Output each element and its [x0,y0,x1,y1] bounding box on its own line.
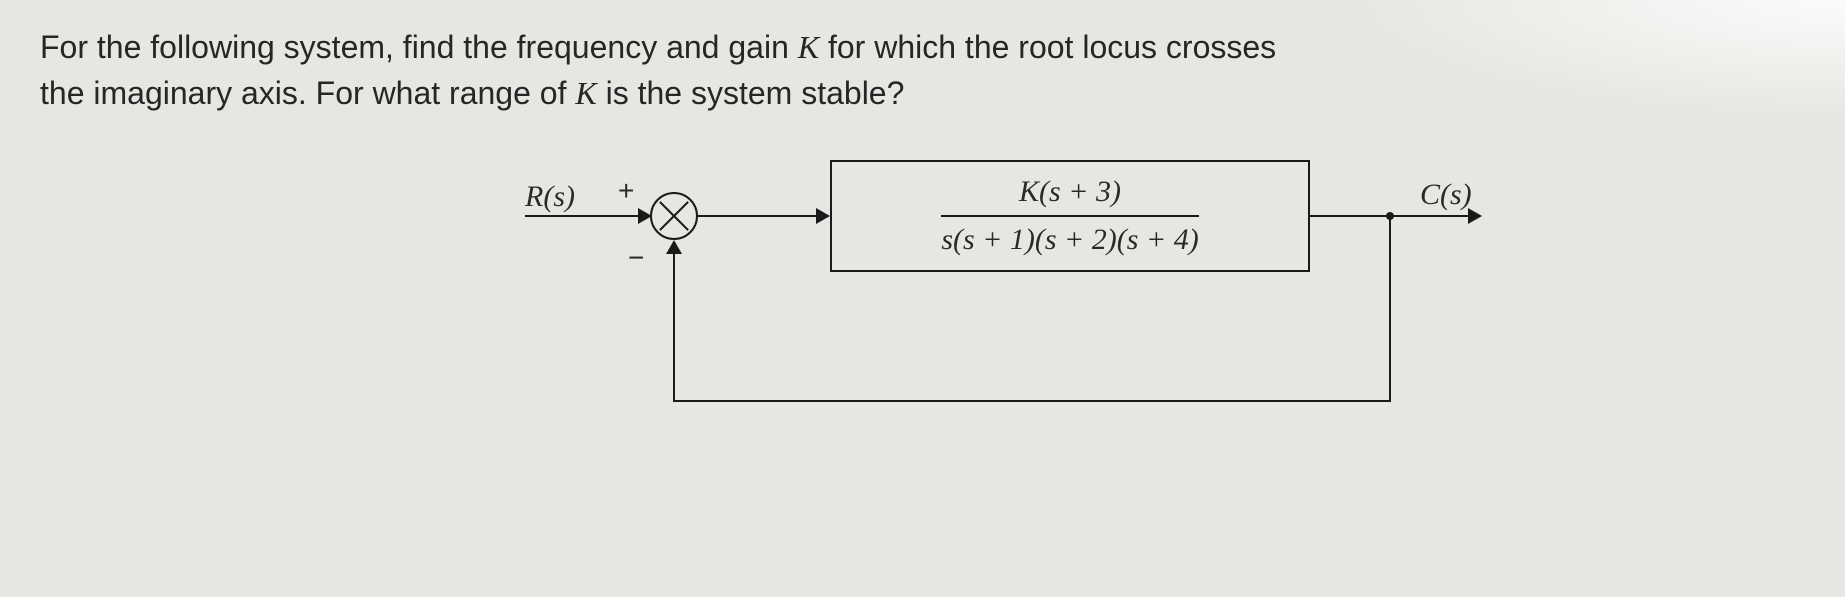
minus-sign: − [628,242,644,274]
tf-numerator: K(s + 3) [941,175,1198,215]
problem-line2-pre: the imaginary axis. For what range of [40,75,575,111]
problem-K2: K [575,75,596,111]
problem-line2-post: is the system stable? [597,75,905,111]
line-sum-to-block [698,215,818,217]
feedback-up [673,254,675,402]
problem-statement: For the following system, find the frequ… [40,24,1740,117]
tf-block: K(s + 3) s(s + 1)(s + 2)(s + 4) [830,160,1310,272]
feedback-horizontal [673,400,1391,402]
summing-junction [650,192,698,240]
problem-line1-pre: For the following system, find the frequ… [40,29,798,65]
problem-K1: K [798,29,819,65]
arrow-into-block [816,208,830,224]
output-label: C(s) [1420,178,1472,212]
arrow-into-sum-bottom [666,240,682,254]
input-label: R(s) [525,180,575,214]
plus-sign: + [618,175,634,207]
feedback-down [1389,215,1391,400]
transfer-function: K(s + 3) s(s + 1)(s + 2)(s + 4) [941,175,1198,257]
block-diagram: R(s) + − K(s + 3) s(s + 1)(s + 2)(s + 4)… [500,160,1600,540]
problem-line1-post: for which the root locus crosses [819,29,1276,65]
tf-denominator: s(s + 1)(s + 2)(s + 4) [941,215,1198,257]
line-input [525,215,640,217]
